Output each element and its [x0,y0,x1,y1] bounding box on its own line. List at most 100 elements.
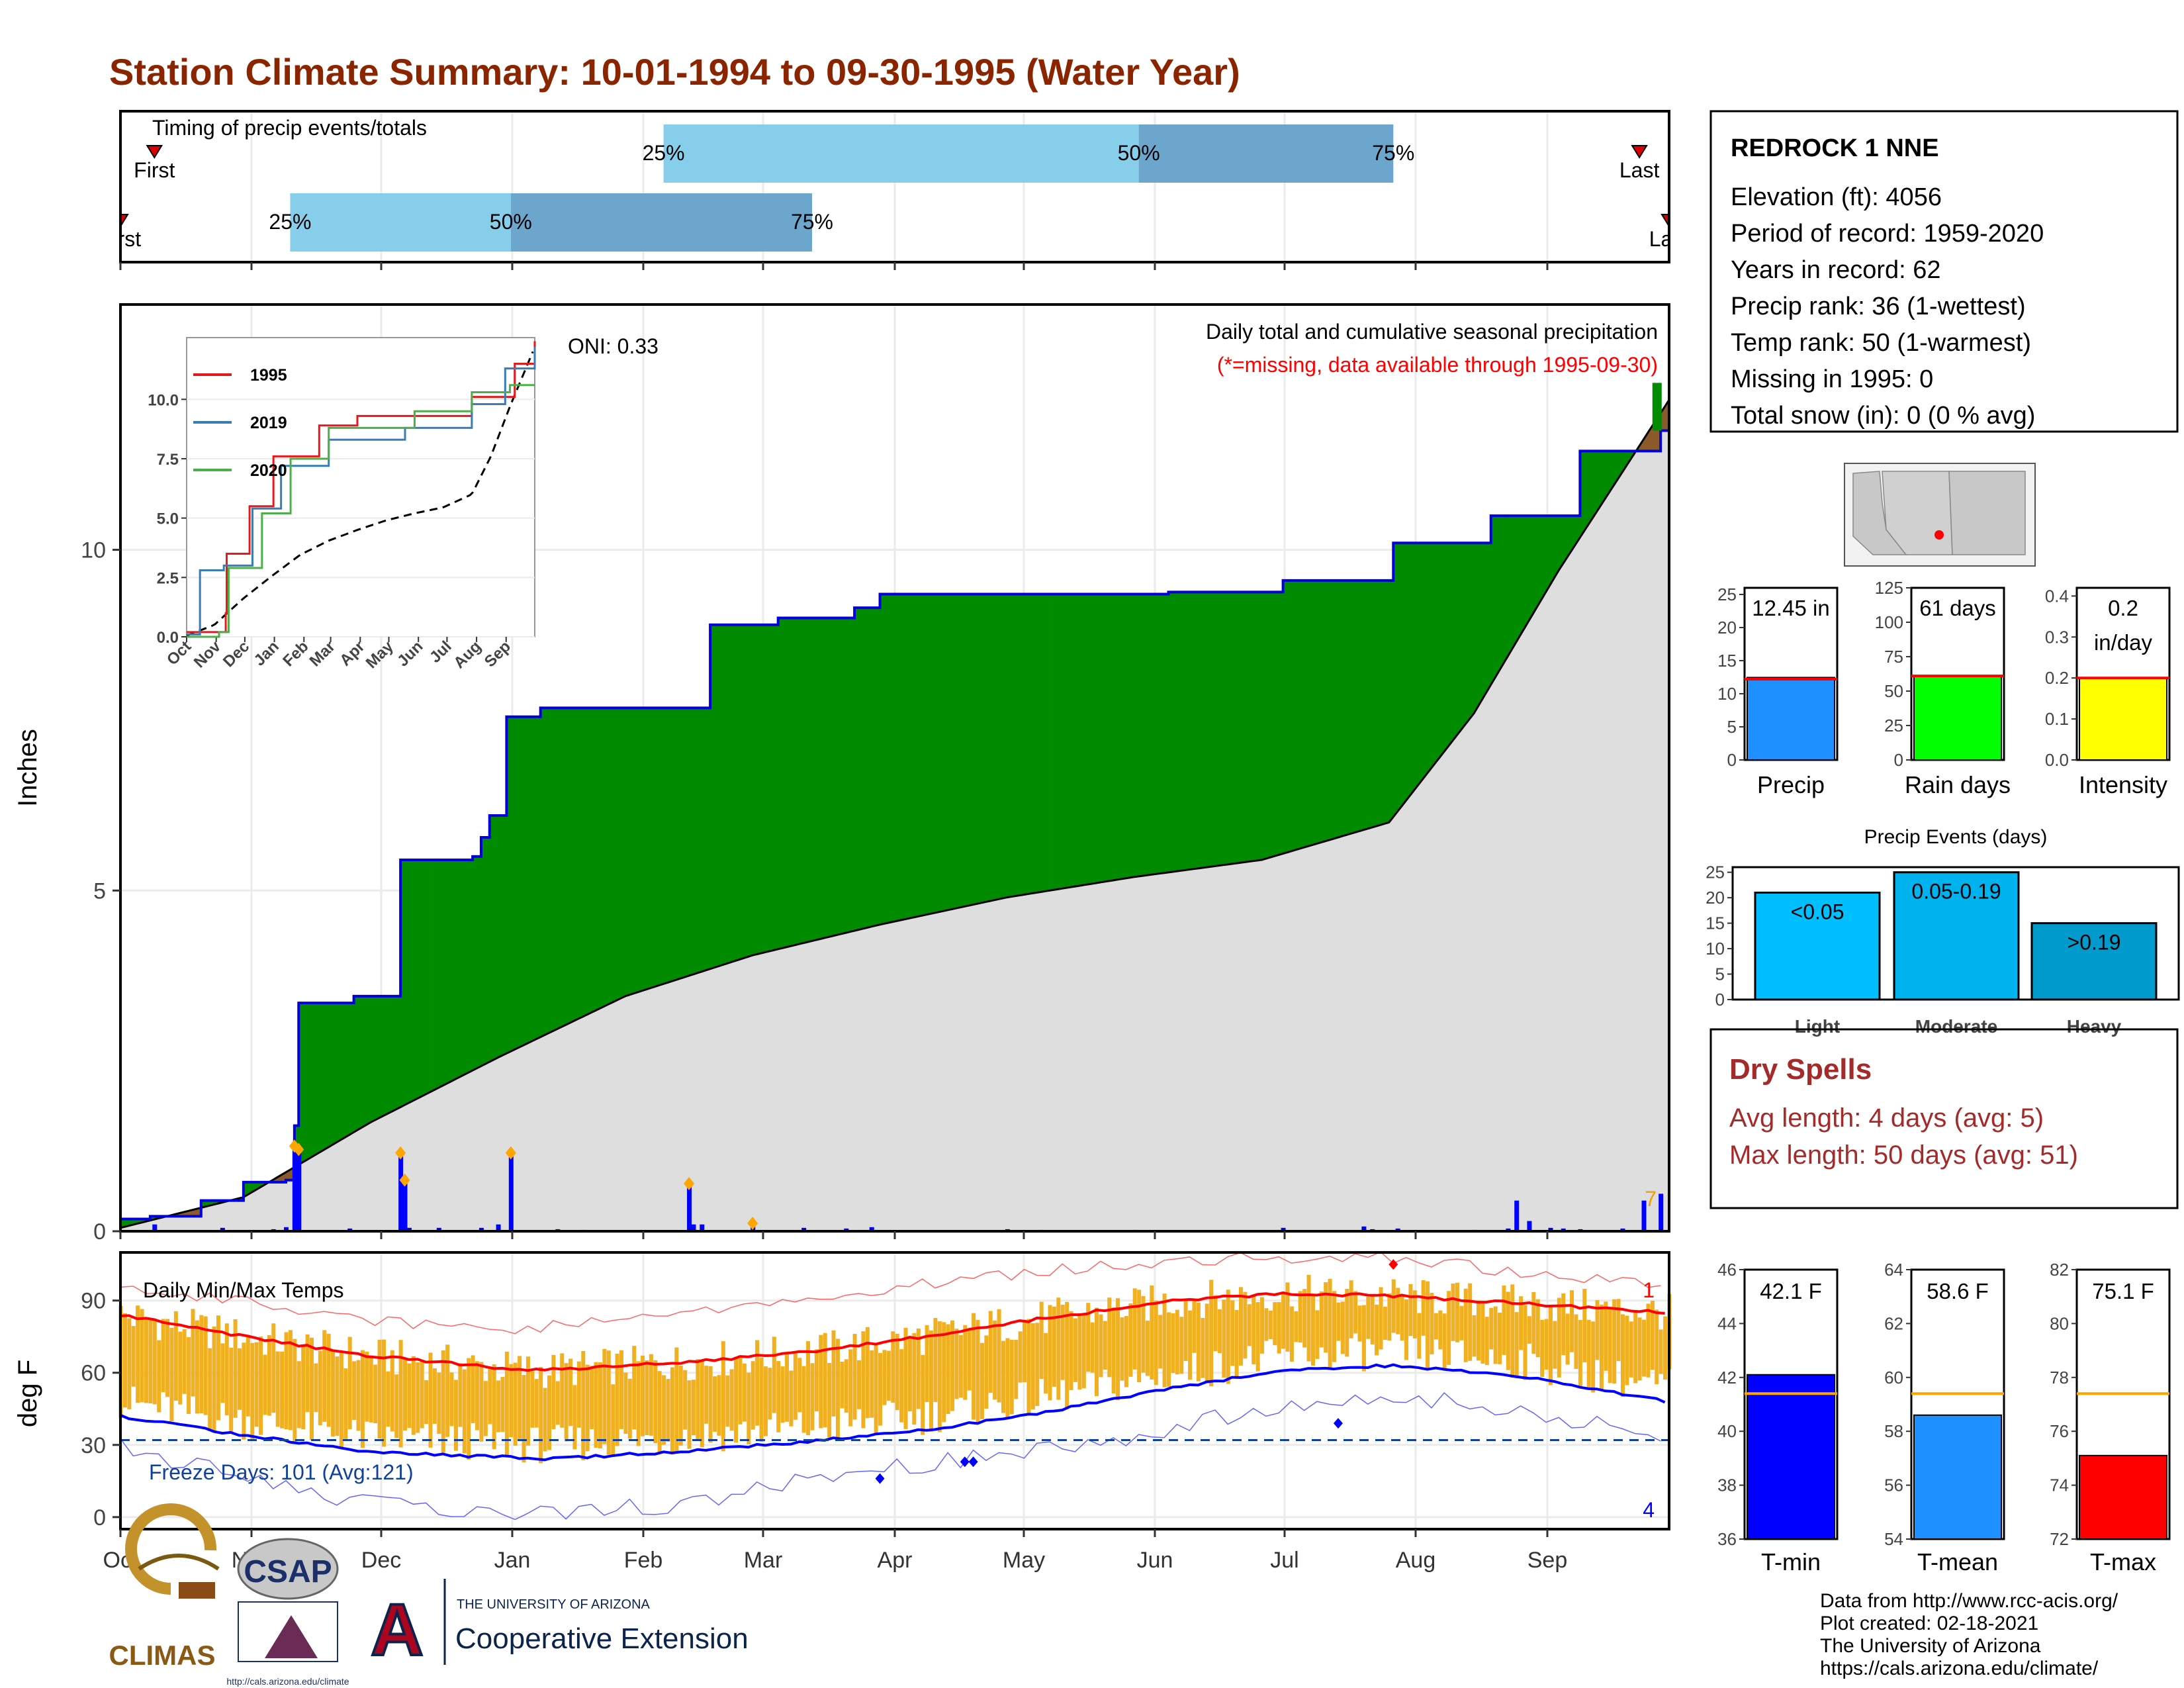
daily-temp-bar [937,1321,942,1432]
cumulative-surplus-segment [1478,542,1483,708]
cumulative-surplus-segment [1406,542,1411,802]
cumulative-surplus-segment [1283,580,1288,855]
mini-bar-y-tick-label: 0 [1727,750,1737,770]
daily-temp-bar [1243,1291,1248,1359]
daily-precip-marker [505,1146,516,1160]
daily-temp-bar [203,1316,208,1415]
station-info-line: Total snow (in): 0 (0 % avg) [1731,402,2035,430]
cumulative-surplus-segment [1507,515,1513,657]
daily-precip-bar [700,1224,705,1231]
cumulative-surplus-segment [1588,450,1594,526]
daily-temp-bar [1319,1291,1324,1348]
cumulative-average-line [120,399,1670,1229]
daily-temp-bar [819,1335,823,1429]
mini-bar-y-tick-label: 15 [1717,651,1737,671]
daily-temp-bar [814,1349,819,1412]
cumulative-surplus-segment [913,594,919,918]
cumulative-surplus-segment [1401,542,1407,808]
cumulative-surplus-segment [349,1002,355,1136]
temp-summary-bar [2079,1454,2167,1540]
daily-temp-bar [793,1352,797,1420]
daily-temp-bar [1302,1289,1307,1348]
arizona-map [1844,463,2036,567]
cumulative-surplus-segment [1414,542,1420,791]
daily-temp-bar [891,1331,895,1403]
daily-temp-bar [220,1343,225,1403]
timing-last-label: Last [1619,158,1660,182]
cumulative-surplus-segment [1087,594,1093,885]
cumulative-surplus-segment [901,594,906,921]
cumulative-surplus-segment [383,996,388,1117]
csap-logo-text: CSAP [244,1554,332,1589]
daily-temp-bar [729,1369,734,1431]
daily-temp-bar [649,1354,653,1436]
cumulative-surplus-segment [866,607,872,929]
timing-q75-label: 75% [791,210,833,234]
cumulative-surplus-segment [756,624,762,955]
precip-events-y-tick-label: 20 [1706,888,1725,908]
daily-temp-bar [857,1360,862,1409]
daily-temp-bar [182,1329,187,1394]
cumulative-surplus-segment [934,594,940,914]
daily-temp-bar [191,1309,195,1397]
daily-temp-bar [1345,1289,1349,1357]
daily-temp-bar [1519,1296,1524,1350]
daily-temp-bar [895,1333,899,1411]
daily-temp-bar [178,1331,183,1405]
daily-temp-bar [1340,1301,1345,1354]
cumulative-surplus-segment [1486,542,1492,694]
daily-temp-bar [1273,1302,1277,1346]
daily-temp-bar [441,1350,445,1453]
daily-temp-bar [1285,1282,1290,1352]
timing-q25-label: 25% [269,210,311,234]
cumulative-surplus-segment [1291,580,1297,852]
daily-temp-bar [496,1380,501,1432]
daily-temp-bar [293,1338,297,1443]
daily-precip-marker [293,1143,304,1156]
daily-temp-bar [921,1354,925,1435]
cumulative-surplus-segment [1125,594,1131,879]
cumulative-surplus-segment [807,618,813,943]
daily-temp-bar [662,1375,666,1445]
timing-panel: 25%50%75%FirstLastAvg25%50%75%FirstLast1… [119,110,1670,263]
timing-q50-q75-bar [510,193,812,252]
cumulative-surplus-segment [557,707,563,1030]
daily-temp-bar [187,1336,191,1414]
daily-temp-bar [1289,1306,1294,1362]
inset-series-line [187,347,536,635]
temp-summary-label: T-mean [1917,1548,1998,1575]
timing-q25-q50-bar [290,193,511,252]
cumulative-surplus-segment [1452,542,1457,742]
cumulative-surplus-segment [1410,542,1415,796]
temp-summary-y-tick-label: 36 [1717,1529,1737,1549]
daily-temp-bar [131,1326,136,1387]
daily-precip-bar [292,1146,297,1231]
cumulative-surplus-segment [1376,580,1381,827]
cumulative-surplus-segment [599,707,605,1009]
daily-temp-bar [1383,1307,1387,1340]
cumulative-surplus-segment [1397,542,1402,813]
cumulative-surplus-segment [871,607,876,927]
daily-temp-bar [326,1333,331,1427]
cumulative-surplus-segment [671,707,677,982]
daily-temp-bar [216,1315,220,1421]
daily-temp-bar [322,1330,327,1422]
cumulative-surplus-segment [973,594,978,906]
daily-temp-bar [1192,1300,1197,1353]
cumulative-surplus-segment [1218,591,1224,867]
mini-bar-y-tick-label: 25 [1717,585,1737,604]
daily-temp-bar [475,1361,480,1430]
daily-temp-bar [907,1338,912,1412]
cumulative-surplus-segment [1240,591,1246,863]
cumulative-surplus-segment [769,624,774,952]
cumulative-surplus-segment [417,859,422,1100]
cumulative-surplus-segment [688,707,694,976]
daily-precip-bar [406,1227,412,1231]
cumulative-surplus-segment [1448,542,1453,747]
daily-temp-bar [1570,1290,1574,1352]
daily-temp-bar [140,1309,144,1403]
precip-events-category: Light [1795,1016,1840,1037]
cumulative-surplus-segment [1032,594,1038,894]
cumulative-surplus-segment [477,856,482,1069]
tmax-average-line [120,1291,1665,1372]
